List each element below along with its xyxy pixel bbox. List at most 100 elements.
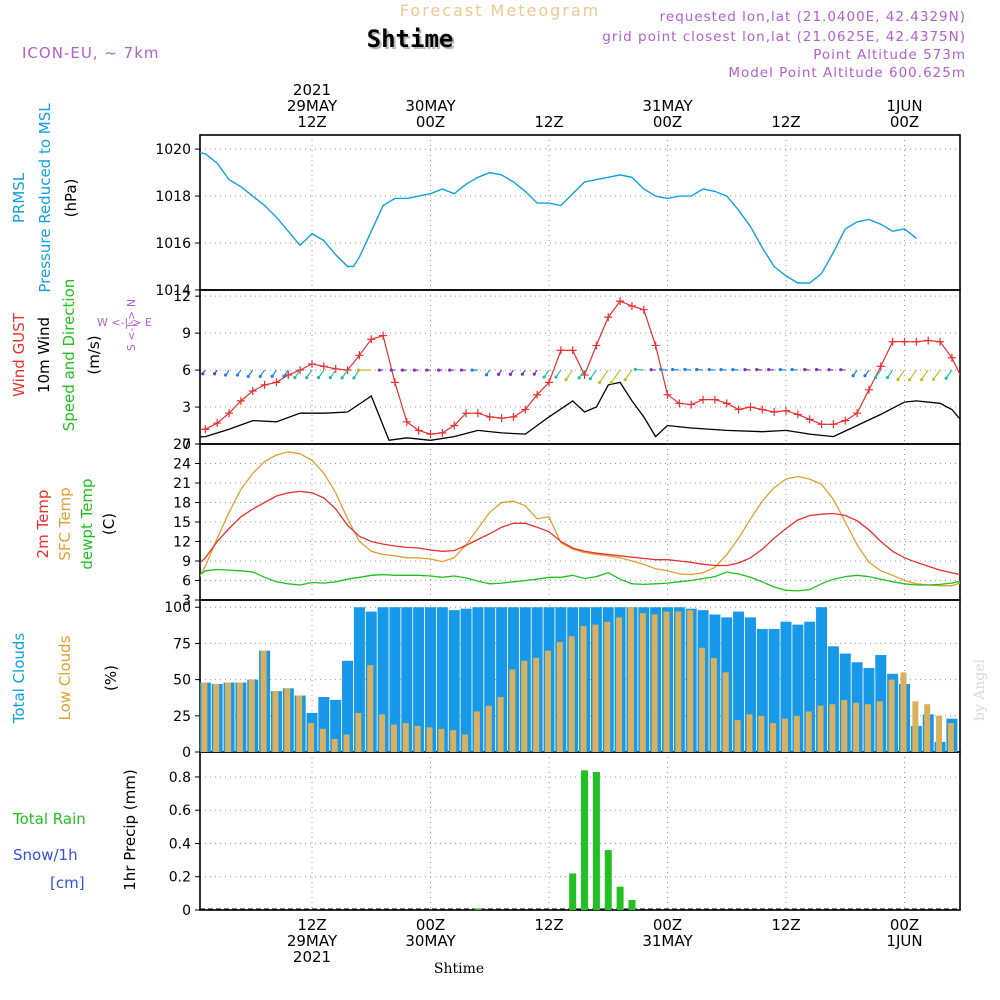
wind-arrow-head xyxy=(542,375,546,379)
low-cloud-bar xyxy=(485,705,492,752)
low-cloud-bar xyxy=(604,621,611,752)
gust-marker xyxy=(639,305,648,314)
y-tick-label: 0 xyxy=(182,437,191,453)
total-cloud-bar xyxy=(318,696,330,752)
point-altitude: Point Altitude 573m xyxy=(813,47,966,63)
low-cloud-bar xyxy=(497,696,504,752)
pressure-line xyxy=(200,151,917,284)
wind-arrow-head xyxy=(839,368,843,372)
gust-marker xyxy=(497,414,506,423)
wind-arrow-head xyxy=(649,368,653,372)
temp-2m-line xyxy=(200,490,960,576)
low-cloud-bar xyxy=(651,614,658,752)
wind-arrow-head xyxy=(305,376,309,380)
wind-arrow-head xyxy=(588,377,592,381)
bottom-time-label: 2021 xyxy=(293,948,331,966)
y-tick-label: 1014 xyxy=(155,283,191,299)
wind-arrow-head xyxy=(201,372,205,376)
total-cloud-bar xyxy=(353,607,365,752)
low-cloud-bar xyxy=(248,679,255,752)
wind-arrow-head xyxy=(496,372,501,376)
total-rain-label: Total Rain xyxy=(12,810,86,828)
wind-arrow-head xyxy=(659,367,663,372)
total-cloud-bar xyxy=(389,607,401,752)
wind-arrow-head xyxy=(671,367,675,372)
cloud-axis-label-1: Low Clouds xyxy=(56,635,74,720)
low-cloud-bar xyxy=(900,672,907,752)
low-cloud-bar xyxy=(853,702,860,752)
low-cloud-bar xyxy=(734,720,741,752)
total-cloud-bar xyxy=(816,607,828,752)
gust-marker xyxy=(402,417,411,426)
wind-axis-label-3: (m/s) xyxy=(85,335,103,374)
low-cloud-bar xyxy=(568,636,575,752)
y-tick-label: 25 xyxy=(173,709,191,725)
wind-arrow-head xyxy=(778,367,782,372)
low-cloud-bar xyxy=(710,657,717,752)
low-cloud-bar xyxy=(450,730,457,752)
gust-marker xyxy=(473,409,482,418)
gust-marker xyxy=(651,341,660,350)
wind-arrow-head xyxy=(459,368,464,372)
top-time-label: 29MAY xyxy=(287,97,338,115)
low-cloud-bar xyxy=(805,711,812,752)
low-cloud-bar xyxy=(343,734,350,752)
bottom-time-label: 30MAY xyxy=(405,932,456,950)
gust-marker xyxy=(675,399,684,408)
low-cloud-bar xyxy=(545,650,551,752)
wind-arrow-head xyxy=(885,375,890,380)
gust-marker xyxy=(817,420,826,429)
wind-arrow-head xyxy=(931,377,936,381)
bottom-time-label: 12Z xyxy=(534,916,563,934)
low-cloud-bar xyxy=(675,611,682,752)
requested-coordinates: requested lon,lat (21.0400E, 42.4329N) xyxy=(659,9,966,25)
panel-frame xyxy=(199,134,961,291)
low-cloud-bar xyxy=(296,695,303,752)
low-cloud-bar xyxy=(201,682,208,752)
low-cloud-bar xyxy=(616,617,623,752)
wind-arrow-head xyxy=(851,374,855,378)
total-cloud-bar xyxy=(496,607,508,752)
low-cloud-bar xyxy=(888,679,895,752)
compass-we-label: W <-|-> E xyxy=(97,316,152,329)
wind-arrow-head xyxy=(484,373,489,377)
bottom-time-label: 31MAY xyxy=(642,932,693,950)
gust-marker xyxy=(770,407,779,416)
wind-arrow-head xyxy=(224,373,228,377)
y-tick-label: 1020 xyxy=(155,142,191,158)
wind-arrow-head xyxy=(437,368,441,372)
wind-arrow-head xyxy=(863,374,867,378)
low-cloud-bar xyxy=(639,613,646,752)
low-cloud-bar xyxy=(556,641,563,752)
wind-direction-arrow xyxy=(565,369,574,381)
y-tick-label: 12 xyxy=(173,535,191,551)
gust-marker xyxy=(225,409,234,418)
wind-axis-label-1: 10m Wind xyxy=(35,317,53,393)
wind-arrow-head xyxy=(316,376,321,380)
pressure-axis-label-2: (hPa) xyxy=(62,179,80,218)
wind-arrow-head xyxy=(340,376,344,380)
gust-marker xyxy=(663,390,672,399)
low-cloud-bar xyxy=(260,650,267,752)
top-time-label: 12Z xyxy=(771,113,800,131)
wind-arrow-head xyxy=(293,376,297,380)
gust-marker xyxy=(876,362,885,371)
gust-marker xyxy=(201,425,210,434)
y-tick-label: 21 xyxy=(173,476,191,492)
wind-arrow-head xyxy=(908,378,912,382)
temp-axis-label-0: 2m Temp xyxy=(34,490,52,559)
low-cloud-bar xyxy=(947,723,954,752)
low-cloud-bar xyxy=(699,647,706,752)
total-cloud-bar xyxy=(804,621,816,752)
top-time-label: 00Z xyxy=(890,113,919,131)
total-cloud-bar xyxy=(756,628,768,752)
total-cloud-bar xyxy=(744,617,756,752)
wind-arrow-head xyxy=(270,374,274,378)
location-name: Shtime xyxy=(366,25,454,53)
y-tick-label: 100 xyxy=(164,600,191,616)
gust-marker xyxy=(509,412,518,421)
gust-marker xyxy=(580,371,589,380)
y-tick-label: 18 xyxy=(173,496,191,512)
gust-marker xyxy=(355,351,364,360)
gust-marker xyxy=(604,313,613,322)
